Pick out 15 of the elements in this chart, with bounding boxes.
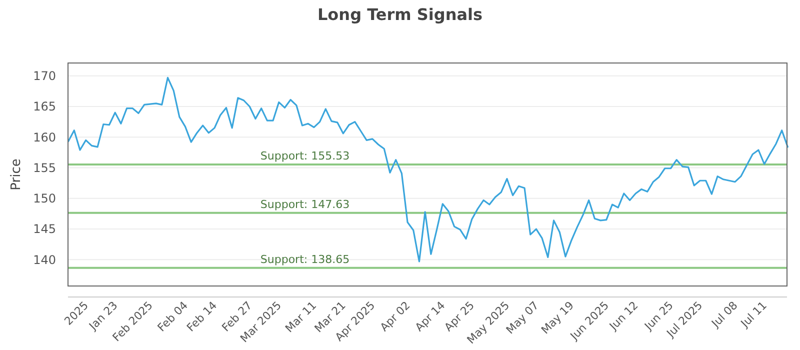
ref-line-label: Support: 138.65 — [260, 252, 350, 266]
y-tick-label: 150 — [33, 192, 56, 206]
x-tick-label: Jul 11 — [738, 298, 770, 331]
y-tick-label: 165 — [33, 100, 56, 114]
y-tick-label: 145 — [33, 222, 56, 236]
x-tick-label: Apr 02 — [378, 298, 413, 334]
y-tick-label: 155 — [33, 160, 56, 175]
chart-title: Long Term Signals — [317, 5, 483, 24]
ref-line-label: Support: 147.63 — [260, 198, 350, 211]
y-tick-label: 170 — [33, 69, 56, 84]
y-axis-title: Price — [9, 158, 24, 190]
y-tick-label: 160 — [33, 130, 56, 144]
y-tick-label: 140 — [33, 252, 56, 267]
x-tick-label: Jul 08 — [708, 298, 740, 331]
ref-line-label: Support: 155.53 — [260, 150, 350, 163]
